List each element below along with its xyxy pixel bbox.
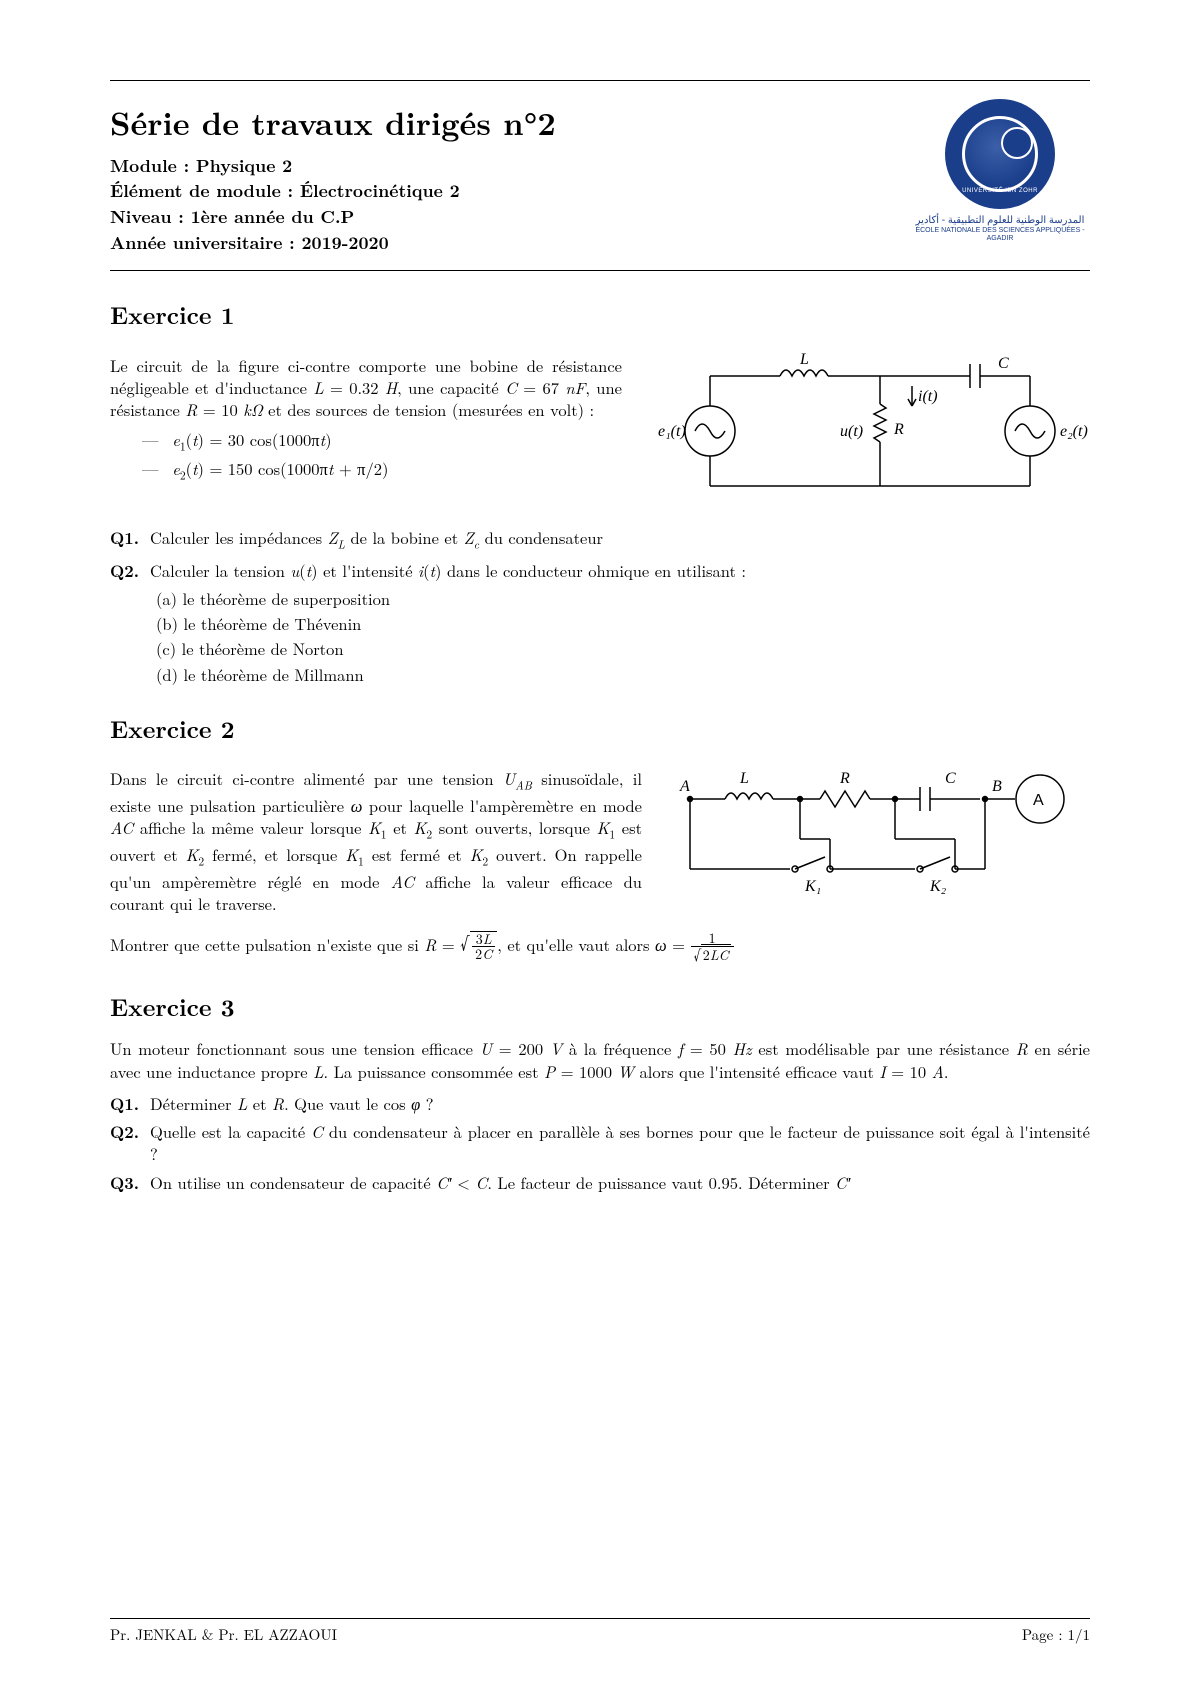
logo-french: ÉCOLE NATIONALE DES SCIENCES APPLIQUÉES … bbox=[910, 227, 1090, 244]
ex2-title: Exercice 2 bbox=[110, 713, 1090, 745]
ex1-questions: Q1. Calculer les impédances ZL de la bob… bbox=[110, 526, 1090, 685]
ex1-label-C: C bbox=[998, 355, 1009, 372]
ex1-q2-b: (b) le théorème de Thévenin bbox=[156, 612, 1090, 634]
meta-module: Module : Physique 2 bbox=[110, 154, 910, 178]
ex2-circuit: A L R C B A K₁ K₂ bbox=[670, 759, 1090, 909]
ex3-q2: Q2. Quelle est la capacité C du condensa… bbox=[110, 1120, 1090, 1165]
logo-band-text: UNIVERSITÉ IBN ZOHR bbox=[962, 187, 1038, 195]
university-logo-icon: UNIVERSITÉ IBN ZOHR bbox=[945, 99, 1055, 209]
ex2-conclusion: Montrer que cette pulsation n'existe que… bbox=[110, 931, 1090, 963]
ex2-label-C: C bbox=[945, 770, 956, 787]
ex2-text-col: Dans le circuit ci-contre alimenté par u… bbox=[110, 759, 642, 922]
ex1-q2-a: (a) le théorème de superposition bbox=[156, 587, 1090, 609]
ex2-label-K1: K₁ bbox=[804, 878, 821, 895]
ex2-label-K2: K₂ bbox=[929, 878, 947, 895]
ex2-two-col: Dans le circuit ci-contre alimenté par u… bbox=[110, 759, 1090, 922]
ex3-q3: Q3. On utilise un condensateur de capaci… bbox=[110, 1171, 1090, 1193]
ex2-label-B: B bbox=[992, 778, 1002, 795]
ex3-q3-body: On utilise un condensateur de capacité C… bbox=[150, 1171, 1090, 1193]
ex1-q2: Q2. Calculer la tension u(t) et l'intens… bbox=[110, 559, 1090, 581]
ex1-q1-body: Calculer les impédances ZL de la bobine … bbox=[150, 526, 1090, 553]
meta-element: Élément de module : Électrocinétique 2 bbox=[110, 179, 910, 203]
meta-annee: Année universitaire : 2019-2020 bbox=[110, 231, 910, 255]
page-footer: Pr. JENKAL & Pr. EL AZZAOUI Page : 1/1 bbox=[110, 1618, 1090, 1645]
ex2-intro: Dans le circuit ci-contre alimenté par u… bbox=[110, 767, 642, 914]
ex1-label-R: R bbox=[893, 421, 904, 438]
ex1-q1-label: Q1. bbox=[110, 526, 150, 553]
ex1-sources: — e1(t) = 30 cos(1000πt) — e2(t) = 150 c… bbox=[142, 428, 622, 484]
ex3-q1-label: Q1. bbox=[110, 1092, 150, 1114]
ex2-label-R: R bbox=[839, 770, 850, 787]
ex1-q1: Q1. Calculer les impédances ZL de la bob… bbox=[110, 526, 1090, 553]
ex2-label-Amp: A bbox=[1033, 792, 1044, 809]
mid-rule bbox=[110, 270, 1090, 271]
ex1-text-col: Le circuit de la figure ci-contre compor… bbox=[110, 346, 622, 489]
ex3-q2-body: Quelle est la capacité C du condensateur… bbox=[150, 1120, 1090, 1165]
footer-left: Pr. JENKAL & Pr. EL AZZAOUI bbox=[110, 1625, 337, 1645]
logo-arabic: المدرسة الوطنية للعلوم التطبيقية - أكادي… bbox=[910, 215, 1090, 227]
ex2-label-L: L bbox=[739, 770, 749, 787]
ex1-q2-body: Calculer la tension u(t) et l'intensité … bbox=[150, 559, 1090, 581]
ex1-q2-label: Q2. bbox=[110, 559, 150, 581]
ex2-label-A: A bbox=[679, 778, 690, 795]
ex1-label-e1: e₁(t) bbox=[658, 423, 686, 440]
top-rule bbox=[110, 80, 1090, 81]
logo-box: UNIVERSITÉ IBN ZOHR المدرسة الوطنية للعل… bbox=[910, 99, 1090, 244]
ex1-q2-d: (d) le théorème de Millmann bbox=[156, 663, 1090, 685]
ex1-intro: Le circuit de la figure ci-contre compor… bbox=[110, 354, 622, 421]
ex3-intro: Un moteur fonctionnant sous une tension … bbox=[110, 1037, 1090, 1082]
ex1-circuit-svg: L C i(t) u(t) R e₁(t) e₂(t) bbox=[650, 346, 1090, 516]
ex1-e1: — e1(t) = 30 cos(1000πt) bbox=[142, 428, 622, 455]
ex1-two-col: Le circuit de la figure ci-contre compor… bbox=[110, 346, 1090, 516]
page: Série de travaux dirigés n°2 Module : Ph… bbox=[0, 0, 1200, 1697]
ex3-questions: Q1. Déterminer L et R. Que vaut le cos φ… bbox=[110, 1092, 1090, 1193]
ex3-q3-label: Q3. bbox=[110, 1171, 150, 1193]
ex1-label-u: u(t) bbox=[840, 423, 863, 440]
ex1-title: Exercice 1 bbox=[110, 299, 1090, 331]
meta-niveau: Niveau : 1ère année du C.P bbox=[110, 205, 910, 229]
page-title: Série de travaux dirigés n°2 bbox=[110, 105, 910, 142]
ex1-circuit: L C i(t) u(t) R e₁(t) e₂(t) bbox=[650, 346, 1090, 516]
ex1-label-e2: e₂(t) bbox=[1060, 423, 1088, 440]
ex3-q1-body: Déterminer L et R. Que vaut le cos φ ? bbox=[150, 1092, 1090, 1114]
ex1-q2-subitems: (a) le théorème de superposition (b) le … bbox=[156, 587, 1090, 685]
header-row: Série de travaux dirigés n°2 Module : Ph… bbox=[110, 99, 1090, 256]
ex2-circuit-svg: A L R C B A K₁ K₂ bbox=[670, 759, 1090, 909]
ex3-title: Exercice 3 bbox=[110, 991, 1090, 1023]
ex3-q1: Q1. Déterminer L et R. Que vaut le cos φ… bbox=[110, 1092, 1090, 1114]
ex1-label-L: L bbox=[799, 351, 809, 368]
ex1-label-i: i(t) bbox=[918, 388, 938, 405]
ex3-q2-label: Q2. bbox=[110, 1120, 150, 1165]
header-left: Série de travaux dirigés n°2 Module : Ph… bbox=[110, 99, 910, 256]
footer-right: Page : 1/1 bbox=[1022, 1625, 1090, 1645]
ex1-e2: — e2(t) = 150 cos(1000πt + π/2) bbox=[142, 457, 622, 484]
ex1-q2-c: (c) le théorème de Norton bbox=[156, 637, 1090, 659]
